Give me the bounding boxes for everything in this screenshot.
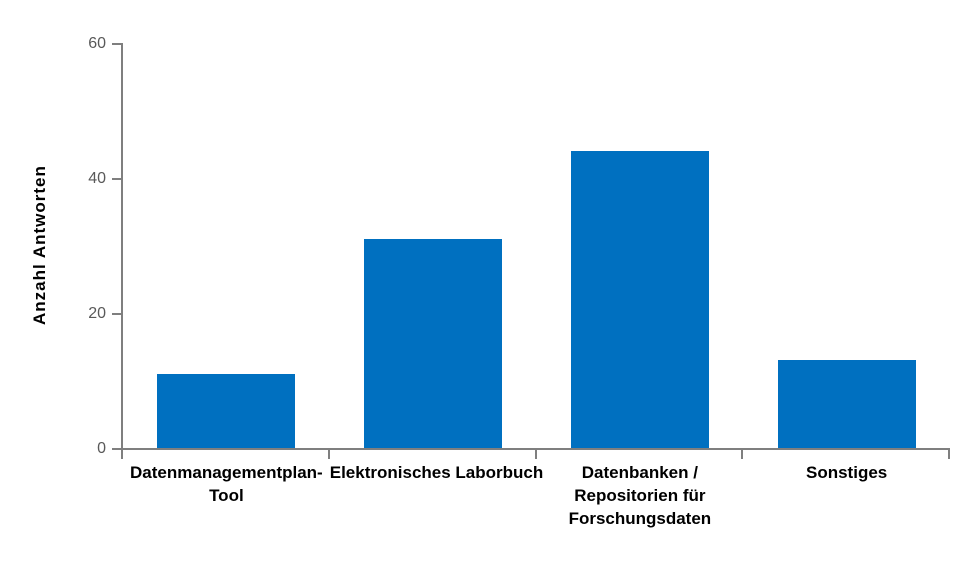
y-axis-tick (112, 448, 121, 450)
bar-4 (777, 360, 916, 448)
x-category-label-line: Repositorien für (574, 486, 706, 505)
x-axis-tick (327, 450, 330, 459)
x-axis-tick (534, 450, 537, 459)
x-category-label-1: Datenmanagementplan- Tool (123, 461, 330, 507)
x-axis-line (121, 448, 950, 450)
x-category-label-4: Sonstiges (743, 461, 950, 484)
y-tick-label: 0 (97, 440, 106, 457)
x-category-label-line: Datenbanken / (581, 463, 698, 482)
y-axis-tick (112, 178, 121, 180)
x-category-label-2: Elektronisches Laborbuch (329, 461, 544, 484)
bar-1 (157, 373, 296, 448)
bar-2 (364, 238, 503, 448)
x-category-label-line: Tool (209, 486, 244, 505)
x-category-label-line: Datenmanagementplan- (130, 463, 323, 482)
x-category-label-3: Datenbanken / Repositorien für Forschungsd… (537, 461, 744, 530)
x-category-label-line: Elektronisches Laborbuch (329, 463, 544, 482)
y-axis-tick (112, 313, 121, 315)
y-tick-label: 40 (88, 170, 106, 187)
x-axis-tick (948, 450, 950, 459)
x-axis-tick (741, 450, 744, 459)
y-tick-label: 60 (88, 35, 106, 52)
x-axis-tick (121, 450, 123, 459)
y-axis-line (121, 43, 123, 448)
y-axis-title: Anzahl Antworten (30, 165, 49, 326)
x-category-label-line: Sonstiges (806, 463, 888, 482)
x-category-label-line: Forschungsdaten (568, 509, 712, 528)
y-axis-tick (112, 43, 121, 45)
y-tick-label: 20 (88, 305, 106, 322)
bar-3 (570, 151, 709, 448)
